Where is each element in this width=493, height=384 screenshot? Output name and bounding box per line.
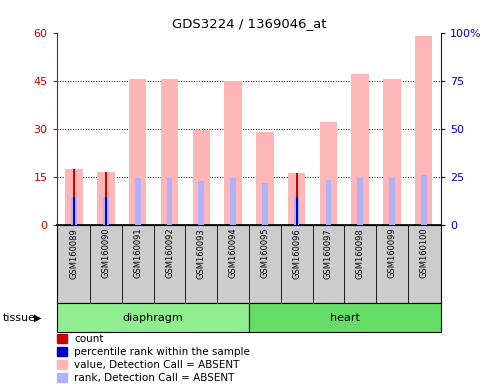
Text: GSM160097: GSM160097 xyxy=(324,228,333,278)
Bar xyxy=(262,183,268,225)
Bar xyxy=(230,178,236,225)
Text: GSM160099: GSM160099 xyxy=(387,228,396,278)
Bar xyxy=(73,197,75,225)
Bar xyxy=(296,174,297,225)
Text: GSM160091: GSM160091 xyxy=(133,228,142,278)
Bar xyxy=(319,122,337,225)
Bar xyxy=(129,79,146,225)
Text: GSM160090: GSM160090 xyxy=(102,228,110,278)
Bar xyxy=(294,197,299,225)
Bar xyxy=(224,81,242,225)
Bar xyxy=(167,178,173,225)
Bar xyxy=(325,180,331,225)
Bar xyxy=(161,79,178,225)
Text: percentile rank within the sample: percentile rank within the sample xyxy=(74,347,250,357)
Bar xyxy=(199,182,204,225)
Text: GSM160100: GSM160100 xyxy=(419,228,428,278)
Bar xyxy=(57,303,249,332)
Bar xyxy=(97,172,115,225)
Bar xyxy=(249,303,441,332)
Bar xyxy=(383,79,401,225)
Bar xyxy=(288,174,305,225)
Text: tissue: tissue xyxy=(2,313,35,323)
Bar xyxy=(389,178,395,225)
Text: GSM160093: GSM160093 xyxy=(197,228,206,278)
Text: heart: heart xyxy=(330,313,360,323)
Text: GSM160094: GSM160094 xyxy=(229,228,238,278)
Text: GSM160095: GSM160095 xyxy=(260,228,269,278)
Bar xyxy=(103,197,109,225)
Bar xyxy=(73,169,75,225)
Bar xyxy=(415,36,432,225)
Bar xyxy=(357,178,363,225)
Bar xyxy=(66,169,83,225)
Bar xyxy=(135,178,141,225)
Text: count: count xyxy=(74,334,104,344)
Bar xyxy=(105,197,107,225)
Bar xyxy=(296,197,297,225)
Bar xyxy=(352,74,369,225)
Bar xyxy=(256,132,274,225)
Text: GSM160089: GSM160089 xyxy=(70,228,79,278)
Text: GSM160092: GSM160092 xyxy=(165,228,174,278)
Text: GSM160098: GSM160098 xyxy=(355,228,365,278)
Text: value, Detection Call = ABSENT: value, Detection Call = ABSENT xyxy=(74,359,239,369)
Bar xyxy=(421,175,426,225)
Title: GDS3224 / 1369046_at: GDS3224 / 1369046_at xyxy=(172,17,326,30)
Bar xyxy=(71,197,77,225)
Text: rank, Detection Call = ABSENT: rank, Detection Call = ABSENT xyxy=(74,372,234,382)
Bar xyxy=(193,130,210,225)
Bar xyxy=(105,172,107,225)
Text: GSM160096: GSM160096 xyxy=(292,228,301,278)
Text: diaphragm: diaphragm xyxy=(122,313,183,323)
Text: ▶: ▶ xyxy=(34,313,41,323)
